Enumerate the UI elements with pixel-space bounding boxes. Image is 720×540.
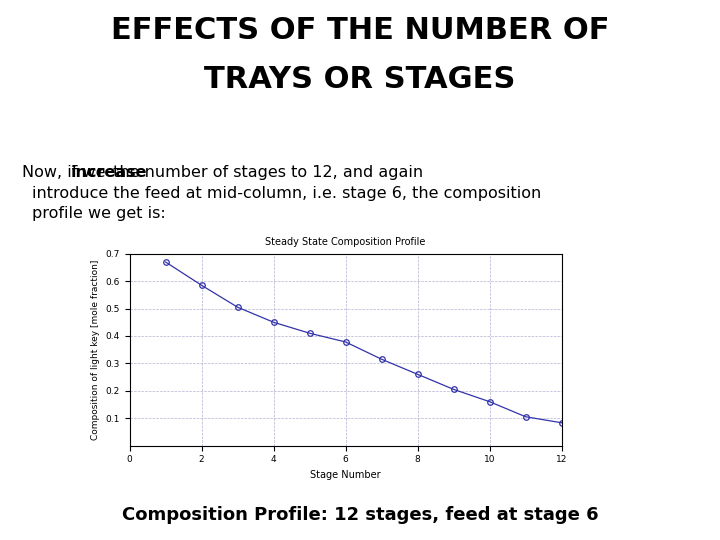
Text: profile we get is:: profile we get is: (32, 206, 166, 221)
X-axis label: Stage Number: Stage Number (310, 470, 381, 480)
Text: the number of stages to 12, and again: the number of stages to 12, and again (108, 165, 423, 180)
Title: Steady State Composition Profile: Steady State Composition Profile (266, 238, 426, 247)
Text: TRAYS OR STAGES: TRAYS OR STAGES (204, 65, 516, 94)
Text: EFFECTS OF THE NUMBER OF: EFFECTS OF THE NUMBER OF (111, 16, 609, 45)
Y-axis label: Composition of light key [mole fraction]: Composition of light key [mole fraction] (91, 259, 100, 440)
Text: Now, if we: Now, if we (22, 165, 110, 180)
Text: Composition Profile: 12 stages, feed at stage 6: Composition Profile: 12 stages, feed at … (122, 506, 598, 524)
Text: increase: increase (71, 165, 147, 180)
Text: introduce the feed at mid-column, i.e. stage 6, the composition: introduce the feed at mid-column, i.e. s… (32, 186, 541, 201)
